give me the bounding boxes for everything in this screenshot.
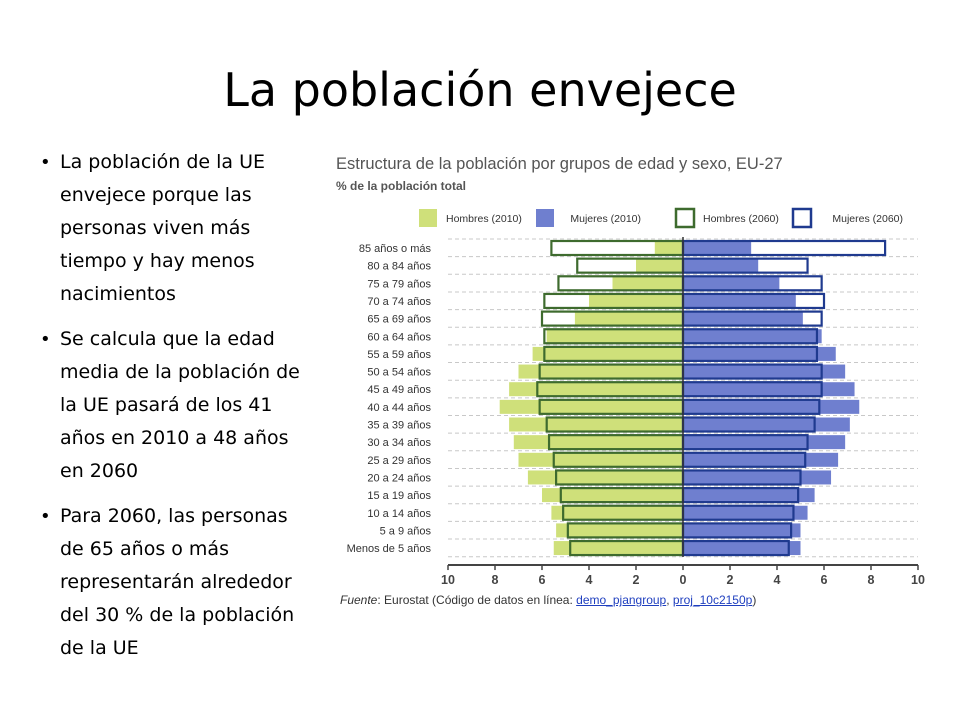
age-group-label: 20 a 24 años [367, 472, 431, 484]
x-tick-label: 6 [539, 573, 546, 587]
bar-hombres-2010 [654, 241, 683, 255]
chart-subtitle: % de la población total [336, 179, 466, 193]
age-group-label: 60 a 64 años [367, 331, 431, 343]
source-note: Fuente: Eurostat (Código de datos en lín… [340, 593, 756, 607]
x-tick-label: 2 [727, 573, 734, 587]
bar-hombres-2010 [518, 452, 683, 467]
bullet-item: La población de la UE envejece porque la… [40, 146, 312, 311]
bar-mujeres-2010 [683, 293, 796, 308]
bar-mujeres-2010 [683, 346, 836, 361]
legend-label: Hombres (2060) [703, 213, 779, 225]
age-group-labels: 85 años o más 80 a 84 años 75 a 79 años 70 … [347, 243, 432, 555]
age-group-label: 65 a 69 años [367, 314, 431, 326]
bar-hombres-2010 [527, 470, 683, 485]
source-label: Fuente [340, 593, 378, 607]
bullet-list: La población de la UE envejece porque la… [40, 146, 312, 677]
bar-mujeres-2010 [683, 364, 846, 379]
bar-hombres-2010 [553, 541, 683, 556]
bar-hombres-2010 [518, 364, 683, 379]
bar-mujeres-2010 [683, 435, 846, 450]
legend-label: Hombres (2010) [446, 213, 522, 225]
legend-swatch [674, 207, 696, 229]
bullet-text: Se calcula que la edad media de la pobla… [60, 328, 300, 482]
bar-mujeres-2010 [683, 276, 780, 291]
bar-mujeres-2010 [683, 399, 860, 414]
bar-hombres-2010 [499, 399, 683, 414]
bar-mujeres-2010 [683, 541, 801, 556]
slide-title: La población envejece [223, 63, 737, 117]
bar-mujeres-2010 [683, 523, 801, 538]
age-group-label: 25 a 29 años [367, 455, 431, 467]
x-tick-label: 6 [821, 573, 828, 587]
bar-hombres-2010 [589, 293, 683, 308]
source-separator: , [666, 593, 673, 607]
age-group-label: 10 a 14 años [367, 508, 431, 520]
bar-hombres-2010 [551, 505, 683, 520]
age-group-label: 85 años o más [359, 243, 432, 255]
bar-mujeres-2010 [683, 241, 752, 255]
chart-legend: Hombres (2010) Mujeres (2010) Hombres (206… [419, 207, 903, 229]
bar-hombres-2010 [509, 417, 683, 432]
bar-mujeres-2010 [683, 488, 815, 503]
age-group-label: 30 a 34 años [367, 437, 431, 449]
source-close: ) [752, 593, 757, 607]
bullet-item: Para 2060, las personas de 65 años o más… [40, 500, 312, 665]
age-group-label: 45 a 49 años [367, 384, 431, 396]
source-text: : Eurostat (Código de datos en línea: [377, 593, 577, 607]
age-group-label: 75 a 79 años [367, 278, 431, 290]
chart-title: Estructura de la población por grupos de… [336, 155, 783, 173]
age-group-label: Menos de 5 años [347, 543, 432, 555]
source-link-demo-pjangroup[interactable]: demo_pjangroup [576, 593, 667, 607]
bar-mujeres-2010 [683, 329, 822, 344]
x-tick-label: 2 [633, 573, 640, 587]
legend-swatch [419, 209, 437, 227]
legend-label: Mujeres (2060) [832, 213, 903, 225]
bar-mujeres-2010 [683, 505, 808, 520]
age-group-label: 15 a 19 años [367, 490, 431, 502]
age-group-label: 55 a 59 años [367, 349, 431, 361]
age-group-label: 70 a 74 años [367, 296, 431, 308]
bar-hombres-2010 [556, 523, 683, 538]
source-link-proj-10c2150p[interactable]: proj_10c2150p [672, 593, 753, 607]
age-group-label: 5 a 9 años [380, 525, 432, 537]
legend-label: Mujeres (2010) [570, 213, 641, 225]
x-tick-label: 0 [680, 573, 687, 587]
age-group-label: 40 a 44 años [367, 402, 431, 414]
age-group-label: 80 a 84 años [367, 261, 431, 273]
bar-hombres-2010 [513, 435, 683, 450]
bar-mujeres-2010 [683, 382, 855, 397]
chart-bars [499, 237, 887, 558]
x-tick-label: 4 [774, 573, 781, 587]
x-tick-label: 10 [911, 573, 925, 587]
bullet-text: Para 2060, las personas de 65 años o más… [60, 505, 295, 659]
legend-swatch [791, 207, 813, 229]
bar-mujeres-2010 [683, 311, 803, 326]
legend-swatch [536, 209, 554, 227]
bar-hombres-2010 [612, 276, 683, 291]
age-group-label: 50 a 54 años [367, 367, 431, 379]
bullet-text: La población de la UE envejece porque la… [60, 151, 266, 305]
bar-mujeres-2010 [683, 470, 832, 485]
bullet-item: Se calcula que la edad media de la pobla… [40, 323, 312, 488]
bar-hombres-2010 [636, 258, 683, 273]
bar-hombres-2010 [542, 488, 683, 503]
bar-hombres-2010 [532, 346, 683, 361]
bar-mujeres-2010 [683, 258, 759, 273]
bar-hombres-2010 [509, 382, 683, 397]
x-tick-label: 10 [441, 573, 455, 587]
x-tick-label: 4 [586, 573, 593, 587]
age-group-label: 35 a 39 años [367, 420, 431, 432]
x-axis: 10 8 6 4 2 0 2 4 6 8 10 [441, 564, 925, 587]
bar-hombres-2010 [546, 329, 683, 344]
population-pyramid-chart: Estructura de la población por grupos de… [336, 155, 925, 587]
x-tick-label: 8 [868, 573, 875, 587]
bar-mujeres-2010 [683, 452, 839, 467]
bar-mujeres-2010 [683, 417, 850, 432]
x-tick-label: 8 [492, 573, 499, 587]
bar-hombres-2010 [574, 311, 683, 326]
